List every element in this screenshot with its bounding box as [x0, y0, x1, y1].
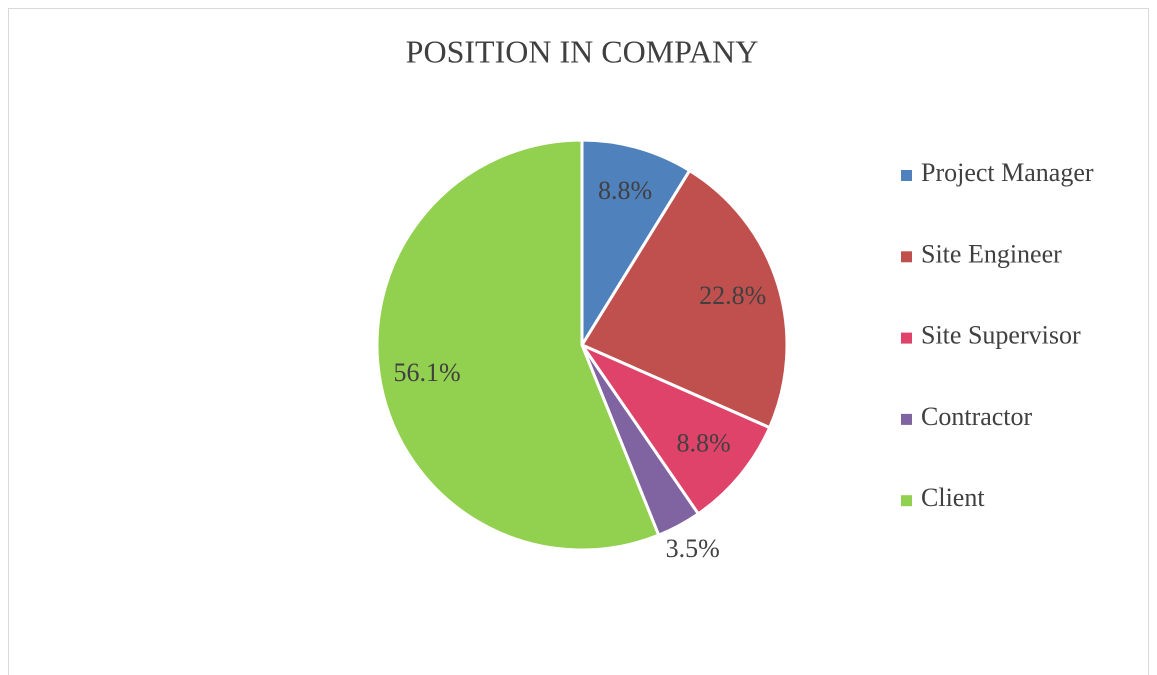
legend-label: Client [921, 483, 985, 512]
legend-label: Contractor [921, 402, 1033, 431]
pie-slice [580, 343, 772, 516]
legend-label: Project Manager [921, 158, 1094, 187]
legend-swatch [901, 332, 912, 344]
legend-swatch [901, 413, 912, 425]
legend-label: Site Engineer [921, 239, 1062, 268]
legend-label: Site Supervisor [921, 321, 1081, 350]
pie-slice [580, 169, 789, 430]
legend-swatch [901, 495, 912, 507]
data-label: 8.8% [677, 429, 731, 458]
chart-title: POSITION IN COMPANY [406, 33, 759, 69]
data-label: 8.8% [598, 176, 652, 205]
legend-swatch [901, 170, 912, 181]
data-label: 3.5% [666, 534, 720, 563]
pie-slice [580, 138, 692, 347]
data-label: 56.1% [393, 358, 460, 387]
chart-border [8, 8, 1149, 675]
pie-slice [375, 138, 661, 552]
data-label: 22.8% [699, 281, 766, 310]
legend-swatch [901, 251, 912, 263]
